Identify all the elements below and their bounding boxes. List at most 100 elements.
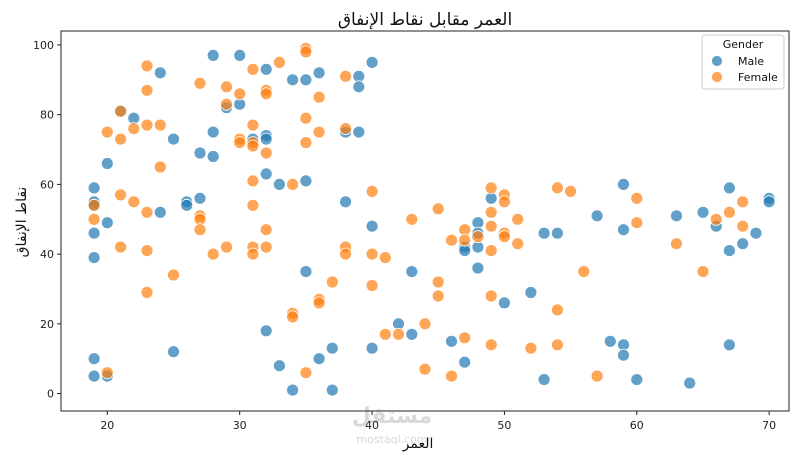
point-female-103 xyxy=(723,205,736,219)
point-female-55 xyxy=(312,296,326,310)
point-female-33 xyxy=(246,139,260,153)
series-male xyxy=(87,49,776,397)
point-male-6 xyxy=(87,369,101,383)
watermark: مستقل mostaql.com xyxy=(352,404,432,446)
point-male-22 xyxy=(206,150,220,163)
point-male-69 xyxy=(603,334,617,348)
point-female-15 xyxy=(140,286,154,299)
point-female-6 xyxy=(114,188,127,202)
point-male-44 xyxy=(339,195,353,209)
point-male-33 xyxy=(272,359,286,373)
y-axis-label: نقاط الإنفاق xyxy=(14,187,30,258)
point-female-92 xyxy=(551,181,564,195)
point-male-38 xyxy=(299,265,313,279)
point-female-48 xyxy=(299,45,313,59)
point-female-43 xyxy=(272,56,286,69)
point-female-60 xyxy=(339,247,353,261)
point-male-32 xyxy=(272,177,286,191)
point-female-62 xyxy=(365,247,379,261)
point-male-4 xyxy=(87,251,101,265)
point-female-19 xyxy=(193,76,207,90)
point-female-4 xyxy=(114,104,127,118)
point-male-61 xyxy=(471,261,485,275)
point-male-66 xyxy=(537,373,551,387)
legend-swatch-male xyxy=(711,55,723,67)
point-female-64 xyxy=(378,251,392,265)
point-female-76 xyxy=(458,233,472,247)
point-male-52 xyxy=(405,265,419,279)
legend: Gender Male Female xyxy=(701,34,785,90)
point-female-80 xyxy=(484,205,498,219)
point-female-94 xyxy=(551,338,564,352)
point-male-17 xyxy=(180,198,194,212)
point-male-21 xyxy=(206,125,220,139)
point-female-95 xyxy=(564,184,577,198)
point-female-2 xyxy=(100,125,114,139)
point-female-96 xyxy=(577,265,591,279)
axis-ticks: 20 30 40 50 60 70 0 20 40 60 80 100 xyxy=(33,39,776,432)
point-female-18 xyxy=(167,268,180,282)
point-male-79 xyxy=(723,181,736,195)
point-female-52 xyxy=(312,90,326,104)
point-female-50 xyxy=(299,136,313,150)
point-male-64 xyxy=(524,286,538,299)
point-female-101 xyxy=(696,265,710,279)
point-female-53 xyxy=(312,125,326,139)
point-male-24 xyxy=(233,49,247,62)
point-male-41 xyxy=(325,341,339,355)
point-male-34 xyxy=(286,73,300,87)
point-female-66 xyxy=(392,327,405,341)
point-male-27 xyxy=(259,62,273,76)
point-female-78 xyxy=(471,230,485,244)
point-female-105 xyxy=(736,219,750,233)
point-male-76 xyxy=(683,376,697,390)
point-female-104 xyxy=(736,195,750,209)
point-female-26 xyxy=(220,240,233,254)
point-male-80 xyxy=(723,244,736,258)
point-male-36 xyxy=(299,73,313,87)
point-female-27 xyxy=(233,87,247,101)
point-male-15 xyxy=(167,345,180,359)
point-female-74 xyxy=(445,369,458,383)
point-female-72 xyxy=(431,289,445,303)
point-female-37 xyxy=(246,247,260,261)
x-tick-label-50: 50 xyxy=(497,419,511,432)
point-female-17 xyxy=(153,160,167,174)
point-male-49 xyxy=(365,219,379,233)
point-male-3 xyxy=(87,226,101,240)
point-male-5 xyxy=(87,352,101,366)
point-female-11 xyxy=(140,83,154,97)
point-female-56 xyxy=(325,275,339,289)
point-male-65 xyxy=(537,226,551,240)
point-male-8 xyxy=(100,216,114,230)
point-female-65 xyxy=(378,327,392,341)
x-tick-label-60: 60 xyxy=(630,419,644,432)
point-female-13 xyxy=(140,205,154,219)
x-tick-label-70: 70 xyxy=(762,419,776,432)
point-male-39 xyxy=(312,66,326,80)
point-female-34 xyxy=(246,174,260,188)
point-female-99 xyxy=(630,216,644,230)
point-female-51 xyxy=(299,366,313,380)
point-female-73 xyxy=(445,233,458,247)
x-tick-label-30: 30 xyxy=(233,419,247,432)
point-male-29 xyxy=(259,132,273,146)
legend-label-female: Female xyxy=(738,71,778,84)
point-female-84 xyxy=(484,338,498,352)
y-tick-label-100: 100 xyxy=(33,39,54,52)
y-tick-label-20: 20 xyxy=(40,318,54,331)
point-female-3 xyxy=(100,366,114,380)
point-female-16 xyxy=(153,118,167,132)
point-female-89 xyxy=(511,212,525,226)
point-female-63 xyxy=(365,279,379,292)
point-male-20 xyxy=(206,49,220,62)
point-male-14 xyxy=(167,132,180,146)
point-male-53 xyxy=(405,327,419,341)
point-male-83 xyxy=(749,226,763,240)
point-male-19 xyxy=(193,191,207,205)
point-female-58 xyxy=(339,122,353,136)
point-female-40 xyxy=(259,146,273,160)
point-female-93 xyxy=(551,303,564,317)
point-female-61 xyxy=(365,184,379,198)
point-female-86 xyxy=(497,195,511,209)
